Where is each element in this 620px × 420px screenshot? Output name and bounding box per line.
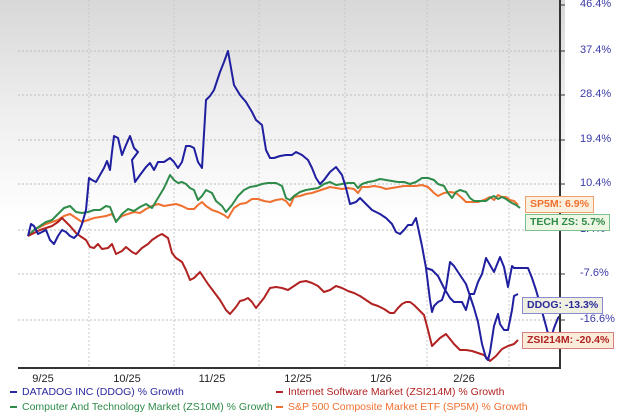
ddog-line bbox=[27, 50, 561, 342]
y-tick-label: 46.4% bbox=[580, 0, 612, 10]
zsi-line bbox=[27, 217, 519, 362]
legend-label: DATADOG INC (DDOG) % Growth bbox=[22, 386, 184, 398]
horizontal-gridlines bbox=[18, 50, 565, 321]
legend-item-sp5m: S&P 500 Composite Market ETF (SP5M) % Gr… bbox=[276, 401, 528, 413]
y-tick-label: 10.4% bbox=[580, 177, 612, 189]
x-tick-label: 1/26 bbox=[370, 373, 392, 385]
y-tick-label: 28.4% bbox=[580, 88, 612, 100]
legend-label: S&P 500 Composite Market ETF (SP5M) % Gr… bbox=[288, 401, 528, 413]
legend-swatch-icon bbox=[10, 391, 17, 394]
x-tick-label: 12/25 bbox=[284, 373, 312, 385]
legend-item-zsi: Internet Software Market (ZSI214M) % Gro… bbox=[276, 386, 505, 398]
x-tick-label: 2/26 bbox=[453, 373, 475, 385]
zsi-end-tag: ZSI214M: -20.4% bbox=[522, 332, 615, 349]
x-tick-label: 11/25 bbox=[198, 373, 226, 385]
legend-item-ddog: DATADOG INC (DDOG) % Growth bbox=[10, 386, 184, 398]
x-tick-label: 9/25 bbox=[32, 373, 54, 385]
sp5m-line bbox=[27, 184, 519, 237]
legend-swatch-icon bbox=[276, 391, 283, 394]
ddog-end-tag: DDOG: -13.3% bbox=[522, 297, 604, 314]
y-tick-label: 19.4% bbox=[580, 133, 612, 145]
legend-label: Internet Software Market (ZSI214M) % Gro… bbox=[288, 386, 505, 398]
y-tick-label: 37.4% bbox=[580, 44, 612, 56]
y-tick-label: -7.6% bbox=[580, 267, 609, 279]
legend-swatch-icon bbox=[10, 406, 17, 409]
legend-swatch-icon bbox=[276, 406, 283, 409]
sp5m-end-tag: SP5M: 6.9% bbox=[525, 196, 594, 213]
tech-line bbox=[27, 174, 521, 237]
y-tick-label: -16.6% bbox=[580, 313, 615, 325]
ddog-line-tail bbox=[425, 261, 519, 361]
x-tick-label: 10/25 bbox=[113, 373, 141, 385]
legend-label: Computer And Technology Market (ZS10M) %… bbox=[22, 401, 273, 413]
legend-item-tech: Computer And Technology Market (ZS10M) %… bbox=[10, 401, 273, 413]
tech-end-tag: TECH ZS: 5.7% bbox=[525, 214, 611, 231]
